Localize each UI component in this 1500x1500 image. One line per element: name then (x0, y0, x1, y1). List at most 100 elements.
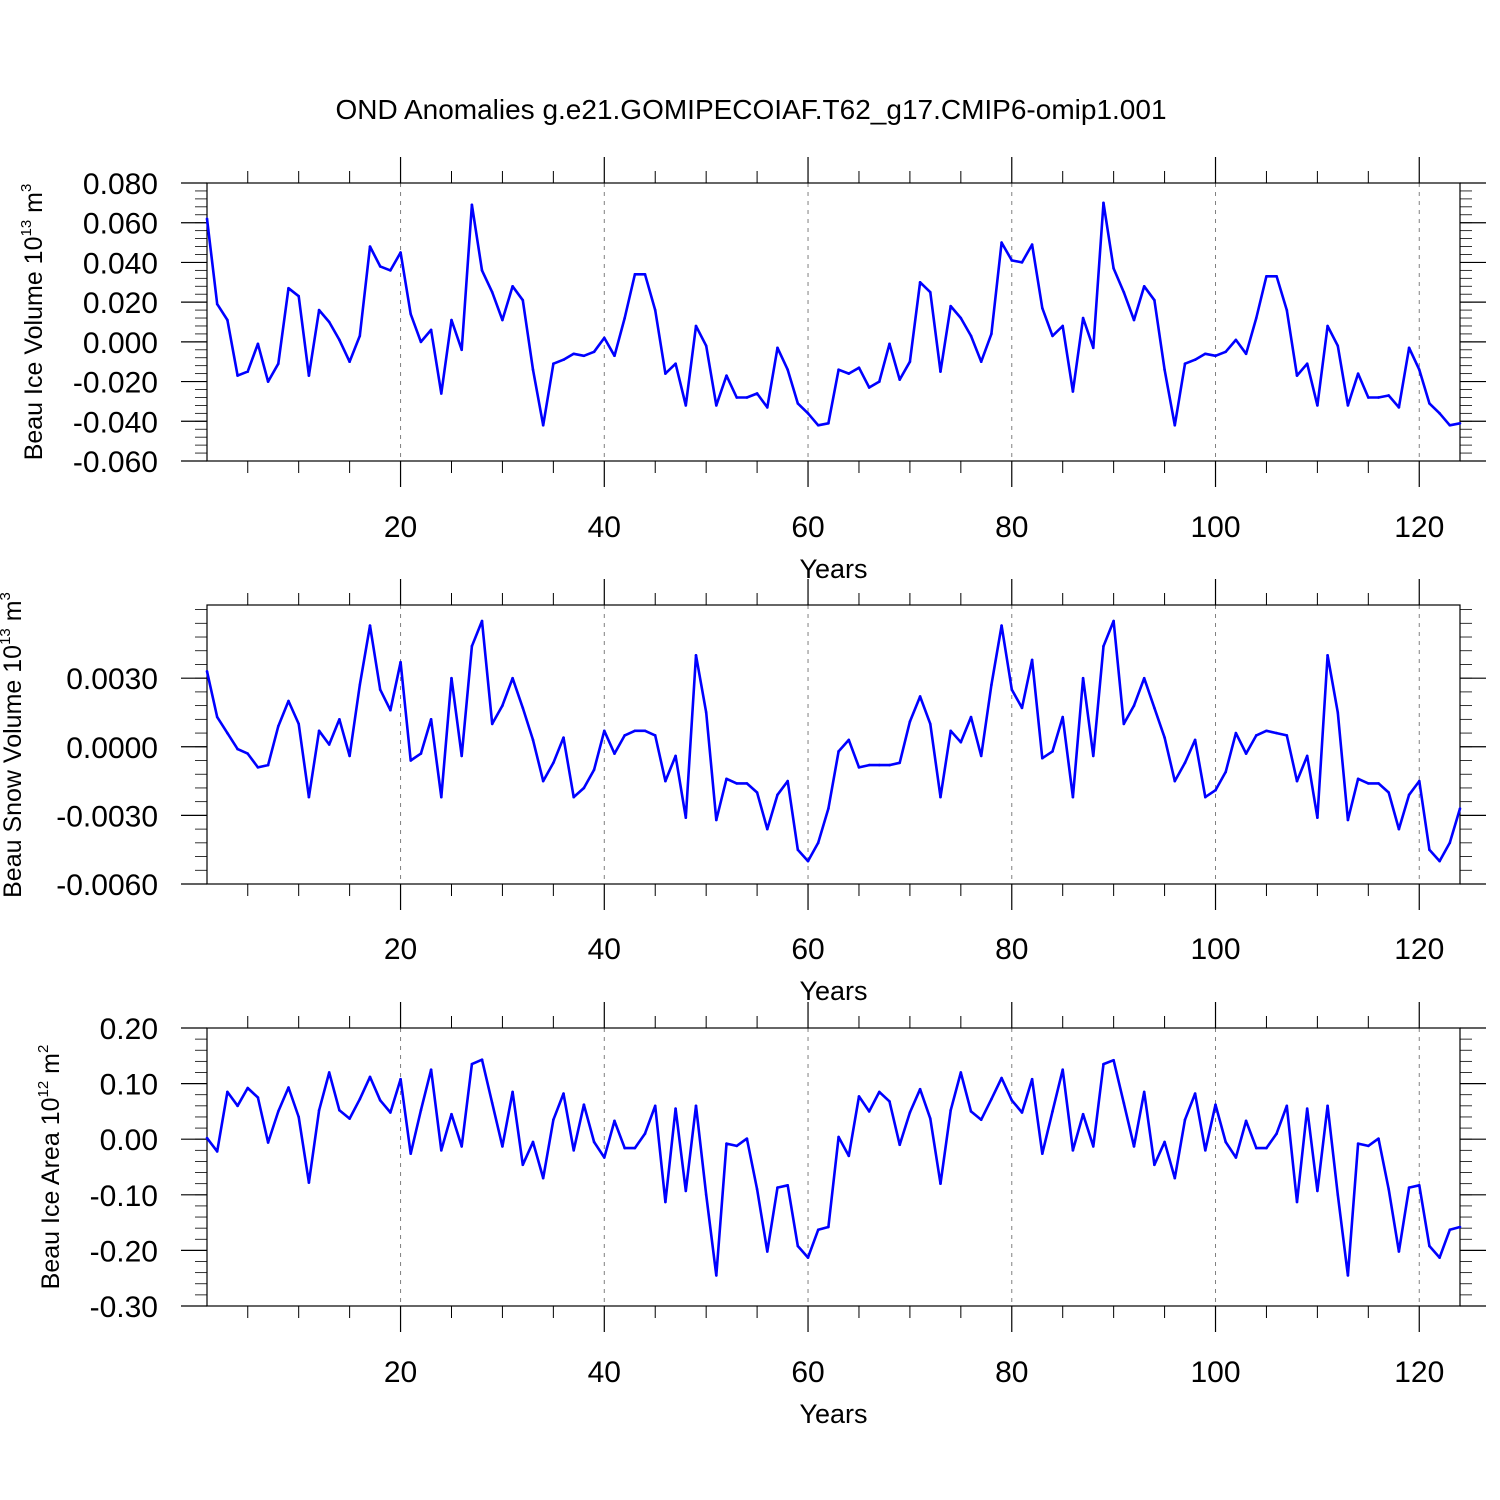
data-point (1000, 241, 1003, 244)
data-point (684, 816, 688, 819)
data-point (552, 362, 555, 366)
data-point (613, 354, 616, 358)
data-point (715, 818, 718, 822)
data-point (979, 360, 983, 364)
data-point (1122, 290, 1126, 294)
data-point (827, 807, 830, 810)
data-point (979, 1118, 983, 1122)
y-axis-label-exponent: 12 (35, 1081, 52, 1098)
data-point (358, 1097, 362, 1101)
data-point (429, 328, 433, 332)
data-point (297, 294, 300, 298)
data-point (990, 1097, 993, 1101)
data-point (786, 779, 789, 783)
data-point (878, 763, 881, 767)
data-point (1081, 316, 1085, 320)
data-point (857, 1095, 861, 1098)
data-point (399, 251, 402, 254)
x-tick-label: 100 (1190, 933, 1240, 966)
data-point (725, 1142, 728, 1145)
data-point (490, 1101, 494, 1105)
data-point (562, 1092, 565, 1095)
data-point (1234, 338, 1238, 342)
data-point (1132, 1145, 1136, 1148)
data-point (409, 759, 413, 762)
data-point (1020, 261, 1024, 264)
y-axis-label-unit: m (0, 600, 27, 628)
data-point (358, 334, 362, 338)
data-point (256, 342, 260, 346)
data-point (776, 1186, 779, 1189)
data-point (623, 734, 626, 737)
data-point (674, 362, 677, 366)
data-point (1367, 1144, 1370, 1148)
y-axis-label-unit-exponent: 3 (0, 592, 14, 600)
data-point (1030, 658, 1034, 662)
data-point (409, 312, 413, 316)
data-point (827, 1225, 830, 1229)
data-point (1275, 731, 1278, 735)
data-point (1285, 734, 1289, 737)
data-point (715, 404, 718, 407)
data-point (440, 795, 443, 799)
y-axis-label-exponent: 13 (0, 628, 14, 645)
y-tick-label: 0.0000 (66, 732, 158, 765)
data-point (806, 412, 810, 415)
data-point (531, 738, 535, 742)
data-point (419, 1108, 423, 1112)
data-point (226, 318, 229, 322)
data-point (664, 779, 667, 783)
data-point (287, 699, 290, 703)
data-point (816, 1228, 820, 1232)
data-point (1061, 715, 1065, 719)
y-tick-label: -0.30 (90, 1291, 158, 1324)
data-point (317, 1108, 321, 1112)
data-point (1102, 644, 1105, 648)
data-point (816, 423, 820, 427)
data-point (1448, 1228, 1452, 1232)
data-point (521, 298, 525, 302)
data-point (1417, 779, 1421, 783)
data-point (745, 1137, 749, 1140)
data-point (592, 350, 596, 354)
data-point (1132, 318, 1136, 322)
data-point (470, 203, 474, 207)
data-point (327, 320, 331, 324)
data-point (1214, 354, 1217, 358)
data-point (531, 368, 535, 371)
y-tick-label: 0.10 (100, 1069, 158, 1102)
data-point (939, 1182, 942, 1185)
x-tick-label: 60 (791, 1356, 824, 1389)
data-point (1142, 1090, 1146, 1094)
data-point (1387, 394, 1390, 397)
data-point (429, 718, 433, 721)
data-point (735, 1144, 739, 1148)
data-point (450, 318, 453, 322)
data-point (1305, 754, 1309, 758)
data-point (307, 374, 311, 377)
data-point (378, 688, 382, 691)
data-point (348, 360, 351, 364)
data-point (1041, 1152, 1044, 1155)
data-point (1417, 368, 1421, 371)
data-point (674, 1107, 677, 1110)
y-tick-label: -0.060 (73, 446, 158, 479)
data-point (613, 1119, 616, 1123)
series-line (205, 619, 1462, 863)
data-point (857, 766, 861, 769)
data-point (674, 754, 677, 758)
data-point (338, 1108, 341, 1112)
data-point (592, 768, 596, 771)
data-point (1204, 795, 1207, 799)
y-tick-label: 0.20 (100, 1013, 158, 1046)
data-point (1346, 404, 1350, 407)
data-point (236, 374, 239, 377)
data-point (1173, 423, 1177, 427)
data-point (480, 269, 484, 272)
data-point (715, 1274, 718, 1277)
x-tick-label: 20 (384, 1356, 417, 1389)
data-point (867, 763, 871, 767)
data-point (1275, 1132, 1278, 1135)
x-tick-label: 80 (995, 511, 1028, 544)
data-point (1091, 754, 1095, 758)
